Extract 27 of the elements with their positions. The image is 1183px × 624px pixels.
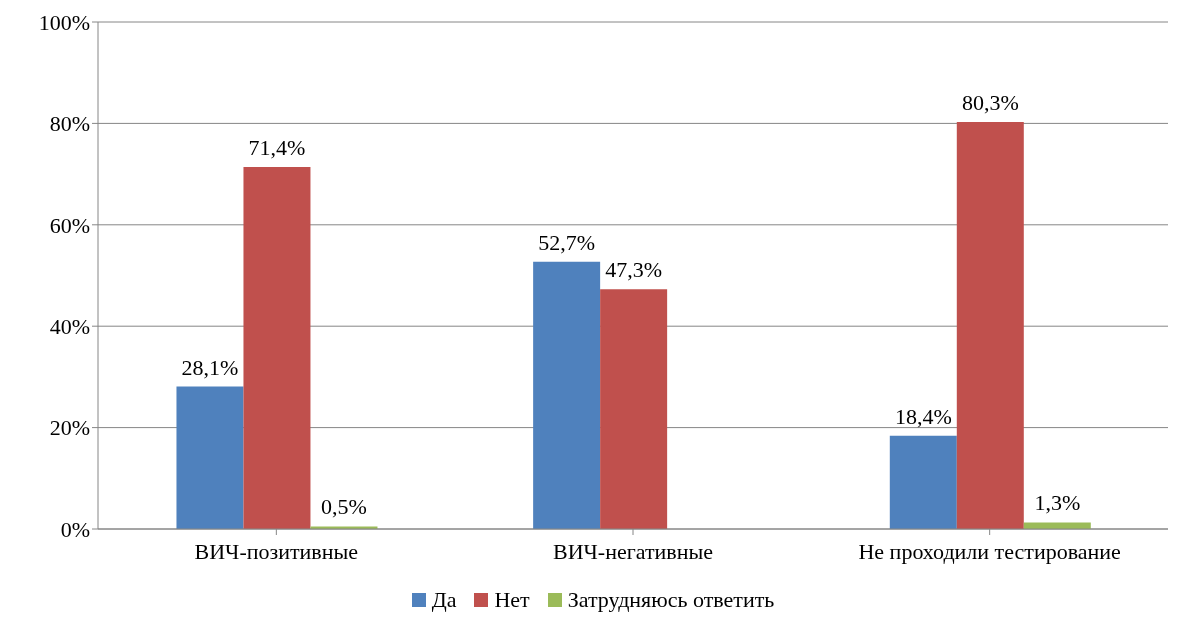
y-tick-label: 40% — [49, 314, 90, 340]
legend-label: Затрудняюсь ответить — [566, 587, 775, 613]
data-label: 71,4% — [248, 135, 306, 160]
bar — [243, 167, 311, 529]
y-tick-label: 0% — [60, 516, 90, 542]
bar — [1023, 522, 1091, 529]
x-tick-label: Не проходили тестирование — [858, 538, 1121, 564]
bar — [533, 261, 601, 529]
y-tick-label: 80% — [49, 111, 90, 137]
data-label: 1,3% — [1034, 490, 1081, 516]
data-label: 80,3% — [961, 89, 1019, 115]
data-label: 0,5% — [321, 494, 367, 520]
y-tick-label: 60% — [49, 212, 90, 238]
legend-label: Да — [430, 587, 457, 613]
bar — [889, 435, 957, 529]
x-tick-label: ВИЧ-позитивные — [194, 538, 359, 564]
legend-label: Нет — [493, 587, 530, 613]
data-label: 28,1% — [181, 354, 239, 380]
data-label: 52,7% — [538, 229, 596, 255]
bar — [600, 289, 668, 529]
data-label: 47,3% — [605, 257, 663, 283]
bar — [956, 121, 1024, 529]
y-tick-label: 20% — [49, 415, 90, 441]
bar — [176, 386, 244, 529]
x-tick-label: ВИЧ-негативные — [552, 538, 714, 564]
y-tick-label: 100% — [38, 9, 90, 35]
data-label: 18,4% — [894, 403, 952, 429]
